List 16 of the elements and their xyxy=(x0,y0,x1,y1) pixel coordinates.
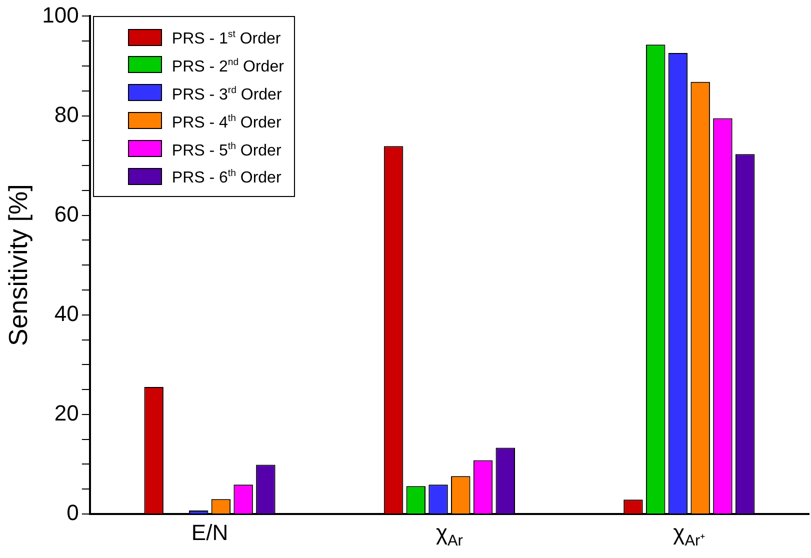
y-tick-label: 0 xyxy=(66,500,79,526)
x-tick-label: E/N xyxy=(191,520,228,546)
y-tick-label: 60 xyxy=(54,201,79,226)
y-axis-title: Sensitivity [%] xyxy=(2,184,33,346)
legend-label: PRS - 3$^{rd}$ Order xyxy=(172,84,282,106)
y-tick-label: 20 xyxy=(54,400,79,426)
legend-label: PRS - 5$^{th}$ Order xyxy=(172,140,282,161)
x-tick-label: χ$_{Ar}$ xyxy=(436,520,463,550)
y-tick-label: 80 xyxy=(54,102,79,127)
y-tick-label: 100 xyxy=(42,2,79,28)
legend-label: PRS - 6$^{th}$ Order xyxy=(172,167,282,189)
x-tick-label: χ$_{Ar⁺}$ xyxy=(673,520,706,550)
legend-label: PRS - 4$^{th}$ Order xyxy=(172,112,282,133)
legend-label: PRS - 2$^{nd}$ Order xyxy=(172,56,284,78)
y-tick-label: 40 xyxy=(54,300,79,326)
legend-label: PRS - 1$^{st}$ Order xyxy=(172,28,281,50)
